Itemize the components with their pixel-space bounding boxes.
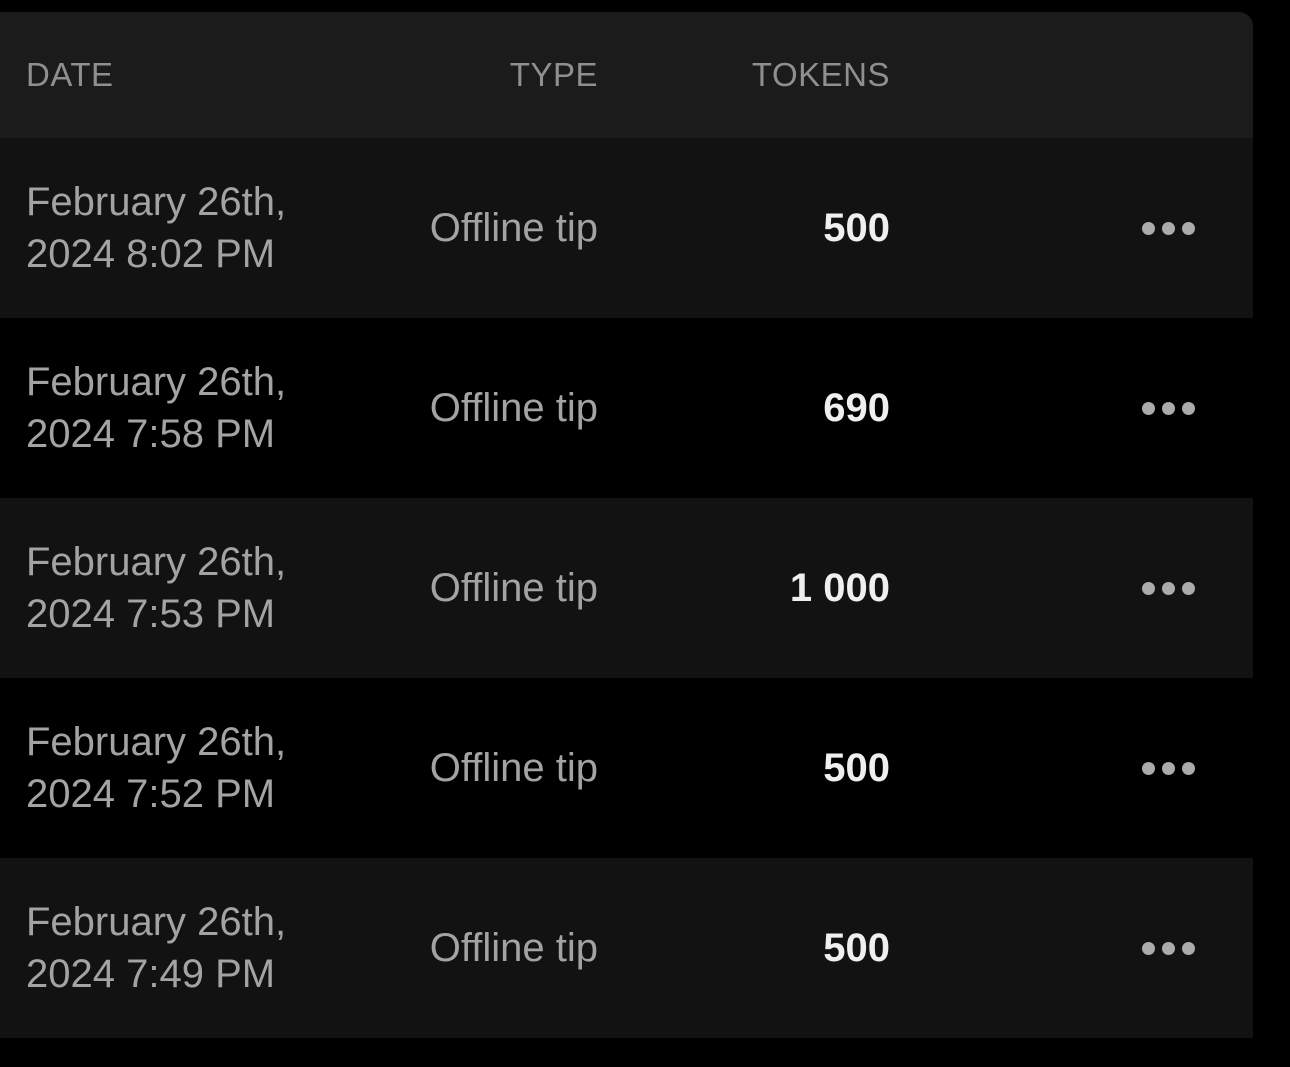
row-date: February 26th, 2024 7:58 PM [26, 360, 287, 456]
row-actions-button[interactable] [1140, 396, 1197, 421]
table-row: February 26th, 2024 7:53 PM Offline tip … [0, 498, 1253, 678]
row-date: February 26th, 2024 7:52 PM [26, 720, 287, 816]
column-header-tokens: TOKENS [751, 56, 890, 93]
row-actions-button[interactable] [1140, 756, 1197, 781]
row-tokens: 500 [823, 745, 890, 790]
row-type: Offline tip [429, 565, 598, 610]
row-tokens: 500 [823, 205, 890, 250]
row-type: Offline tip [429, 745, 598, 790]
row-type: Offline tip [429, 925, 598, 970]
ellipsis-icon [1142, 761, 1195, 775]
ellipsis-icon [1142, 941, 1195, 955]
token-history-table: DATE TYPE TOKENS February 26th, 2024 8:0… [0, 12, 1253, 1038]
row-type: Offline tip [429, 385, 598, 430]
table-row: February 26th, 2024 7:52 PM Offline tip … [0, 678, 1253, 858]
table-row: February 26th, 2024 8:02 PM Offline tip … [0, 138, 1253, 318]
row-type: Offline tip [429, 205, 598, 250]
table-row: February 26th, 2024 7:58 PM Offline tip … [0, 318, 1253, 498]
row-date: February 26th, 2024 7:49 PM [26, 900, 287, 996]
row-actions-button[interactable] [1140, 216, 1197, 241]
row-tokens: 500 [823, 925, 890, 970]
row-actions-button[interactable] [1140, 576, 1197, 601]
row-tokens: 690 [823, 385, 890, 430]
ellipsis-icon [1142, 581, 1195, 595]
row-date: February 26th, 2024 7:53 PM [26, 540, 287, 636]
row-date: February 26th, 2024 8:02 PM [26, 180, 287, 276]
row-tokens: 1 000 [789, 565, 890, 610]
ellipsis-icon [1142, 221, 1195, 235]
row-actions-button[interactable] [1140, 936, 1197, 961]
table-header: DATE TYPE TOKENS [0, 12, 1253, 138]
ellipsis-icon [1142, 401, 1195, 415]
column-header-date: DATE [26, 56, 114, 93]
column-header-type: TYPE [509, 56, 598, 93]
table-row: February 26th, 2024 7:49 PM Offline tip … [0, 858, 1253, 1038]
